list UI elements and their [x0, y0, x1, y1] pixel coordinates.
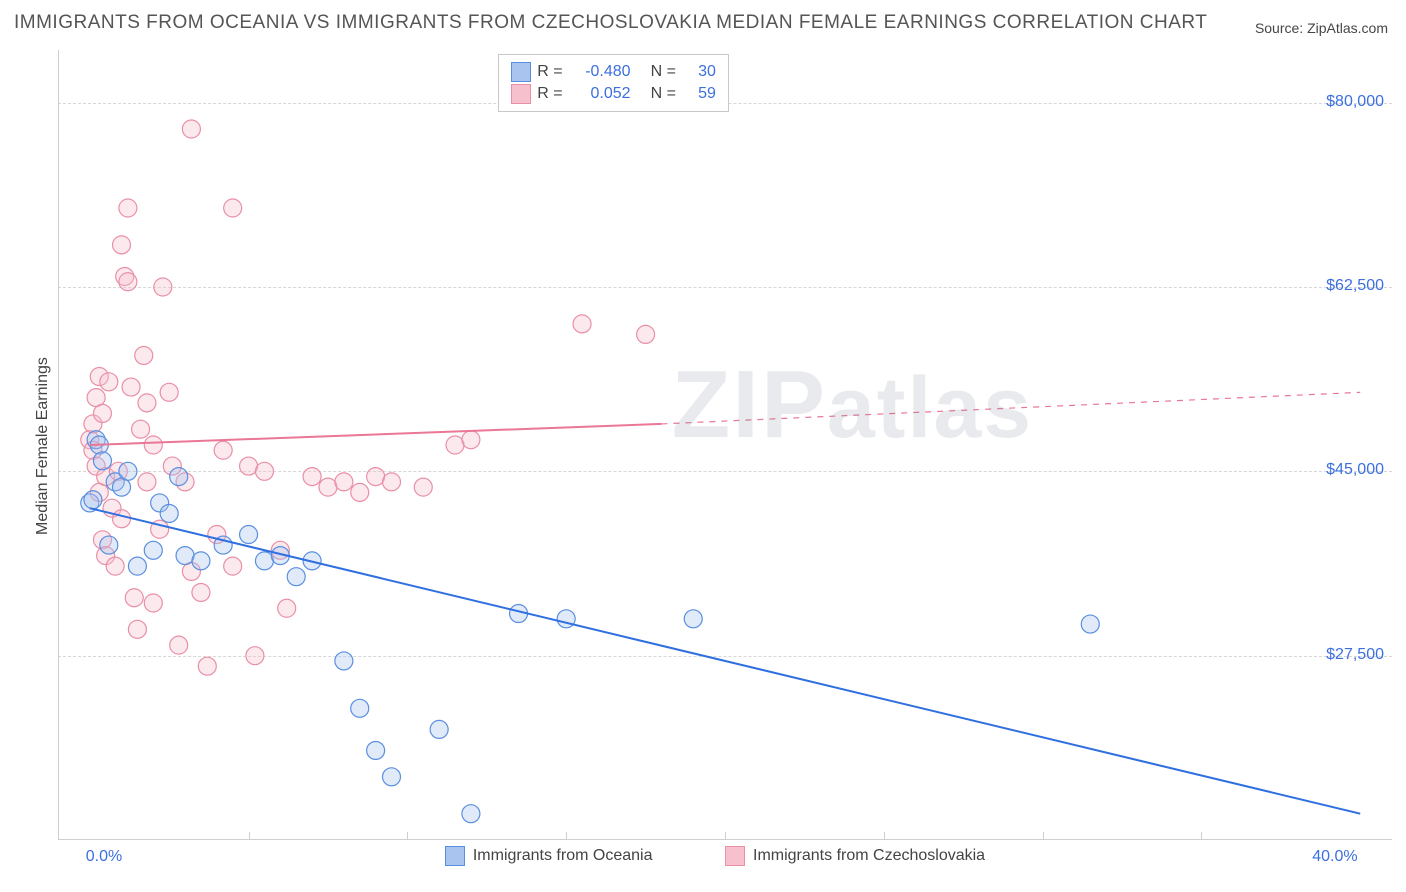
scatter-point [128, 620, 146, 638]
scatter-svg [58, 50, 1392, 840]
source-attribution: Source: ZipAtlas.com [1255, 20, 1388, 36]
trend-line [90, 508, 1360, 813]
scatter-point [144, 594, 162, 612]
chart-title: IMMIGRANTS FROM OCEANIA VS IMMIGRANTS FR… [14, 12, 1207, 34]
scatter-point [430, 720, 448, 738]
scatter-point [367, 468, 385, 486]
x-tick-label: 0.0% [86, 848, 122, 866]
n-value: 59 [684, 83, 716, 105]
r-value: 0.052 [571, 83, 631, 105]
scatter-point [125, 589, 143, 607]
scatter-point [240, 526, 258, 544]
scatter-point [224, 557, 242, 575]
scatter-point [278, 599, 296, 617]
scatter-point [198, 657, 216, 675]
scatter-point [119, 462, 137, 480]
y-tick-label: $80,000 [1312, 93, 1384, 111]
scatter-point [383, 473, 401, 491]
scatter-point [351, 483, 369, 501]
series-label: Immigrants from Czechoslovakia [753, 847, 985, 865]
scatter-point [335, 652, 353, 670]
scatter-point [214, 441, 232, 459]
scatter-point [154, 278, 172, 296]
n-value: 30 [684, 61, 716, 83]
scatter-point [192, 583, 210, 601]
scatter-point [240, 457, 258, 475]
scatter-point [135, 346, 153, 364]
scatter-point [119, 199, 137, 217]
scatter-point [303, 468, 321, 486]
x-tick-label: 40.0% [1312, 848, 1357, 866]
n-label: N = [651, 61, 676, 83]
scatter-point [446, 436, 464, 454]
scatter-point [132, 420, 150, 438]
scatter-point [100, 373, 118, 391]
scatter-point [287, 568, 305, 586]
scatter-point [319, 478, 337, 496]
y-axis-title: Median Female Earnings [34, 357, 52, 535]
r-label: R = [537, 61, 562, 83]
scatter-point [637, 325, 655, 343]
scatter-point [462, 431, 480, 449]
scatter-point [224, 199, 242, 217]
scatter-point [160, 504, 178, 522]
scatter-point [255, 462, 273, 480]
scatter-point [367, 741, 385, 759]
scatter-point [351, 699, 369, 717]
scatter-point [138, 473, 156, 491]
scatter-point [192, 552, 210, 570]
trend-line-extended [661, 392, 1360, 424]
scatter-point [113, 236, 131, 254]
scatter-point [138, 394, 156, 412]
trend-line [90, 424, 662, 445]
scatter-point [84, 491, 102, 509]
series-legend-oceania: Immigrants from Oceania [445, 846, 653, 866]
scatter-point [100, 536, 118, 554]
scatter-point [684, 610, 702, 628]
n-label: N = [651, 83, 676, 105]
correlation-legend: R = -0.480 N = 30 R = 0.052 N = 59 [498, 54, 729, 112]
scatter-point [1081, 615, 1099, 633]
y-tick-label: $45,000 [1312, 461, 1384, 479]
scatter-point [128, 557, 146, 575]
series-legend-czechoslovakia: Immigrants from Czechoslovakia [725, 846, 985, 866]
scatter-point [573, 315, 591, 333]
scatter-point [144, 541, 162, 559]
scatter-point [182, 120, 200, 138]
scatter-point [383, 768, 401, 786]
scatter-point [119, 273, 137, 291]
scatter-point [93, 452, 111, 470]
r-label: R = [537, 83, 562, 105]
scatter-point [335, 473, 353, 491]
scatter-point [160, 383, 178, 401]
legend-row: R = 0.052 N = 59 [511, 83, 716, 105]
swatch-icon [511, 84, 531, 104]
plot-area: ZIPatlas [58, 50, 1392, 840]
swatch-icon [445, 846, 465, 866]
scatter-point [246, 647, 264, 665]
r-value: -0.480 [571, 61, 631, 83]
scatter-point [93, 404, 111, 422]
scatter-point [255, 552, 273, 570]
scatter-point [170, 636, 188, 654]
y-tick-label: $27,500 [1312, 646, 1384, 664]
swatch-icon [725, 846, 745, 866]
legend-row: R = -0.480 N = 30 [511, 61, 716, 83]
scatter-point [122, 378, 140, 396]
scatter-point [176, 547, 194, 565]
scatter-point [462, 805, 480, 823]
scatter-point [170, 468, 188, 486]
scatter-point [106, 557, 124, 575]
scatter-point [144, 436, 162, 454]
series-label: Immigrants from Oceania [473, 847, 653, 865]
scatter-point [414, 478, 432, 496]
y-tick-label: $62,500 [1312, 277, 1384, 295]
scatter-point [113, 510, 131, 528]
swatch-icon [511, 62, 531, 82]
